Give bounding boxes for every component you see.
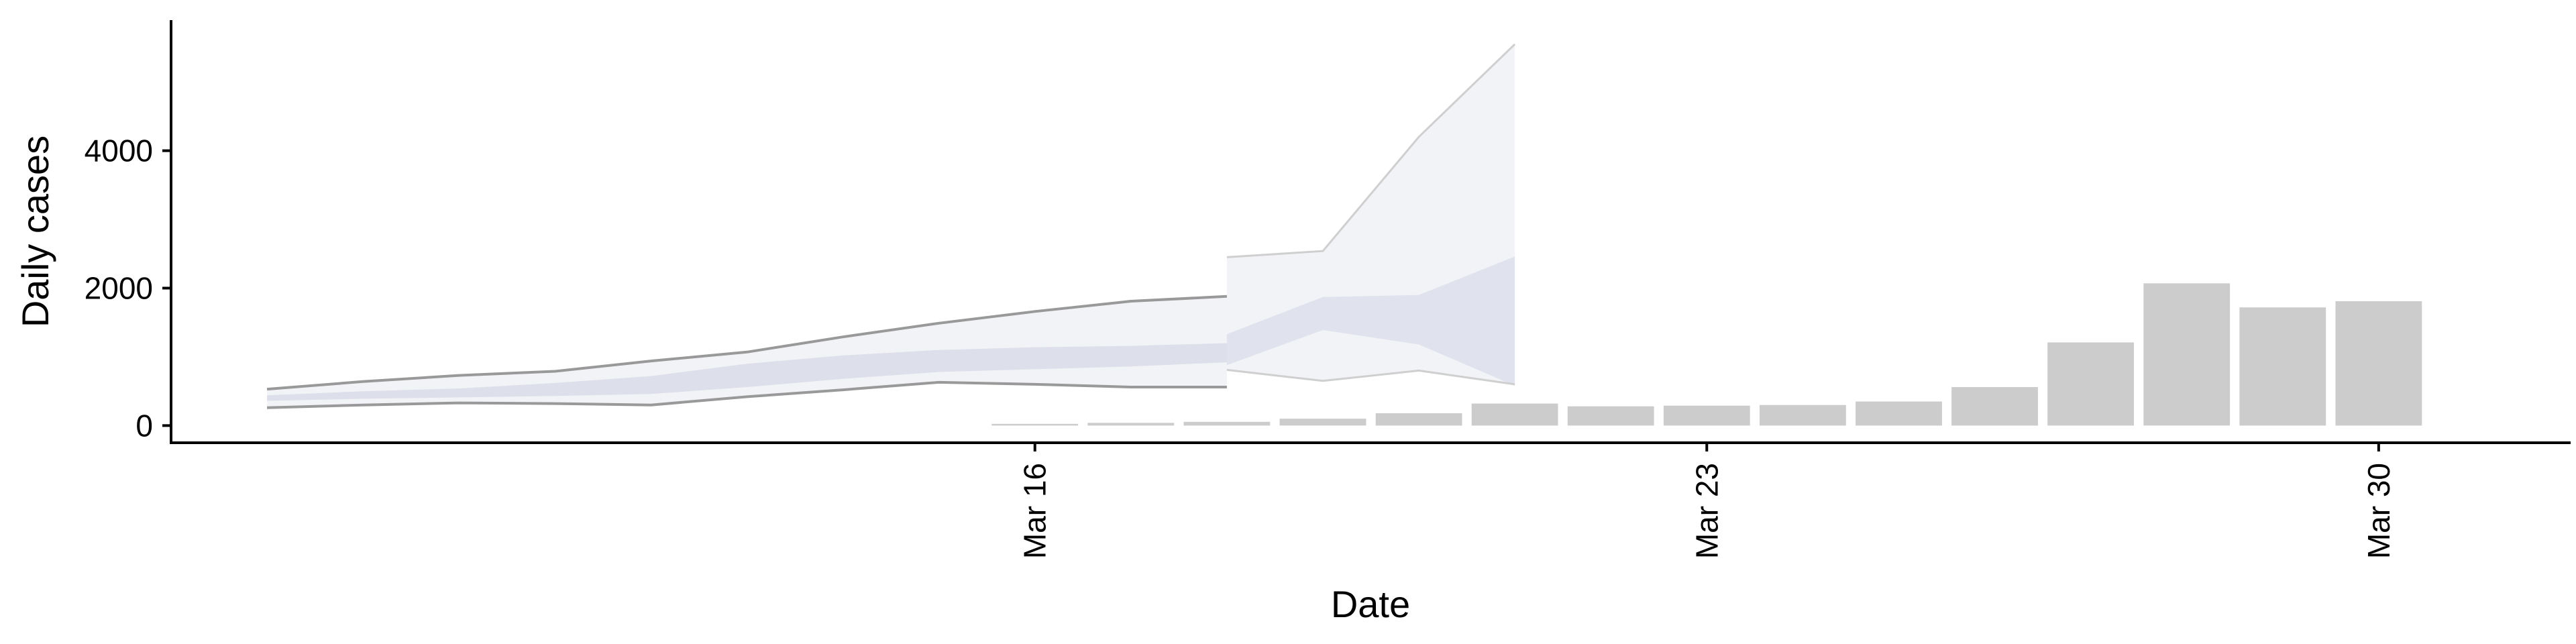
bar	[1856, 401, 1942, 426]
y-tick-label: 4000	[85, 133, 153, 168]
bar	[1087, 423, 1175, 426]
bar	[991, 423, 1079, 426]
forecast-bound-lines	[266, 43, 1516, 409]
x-tick-label: Mar 16	[1018, 463, 1053, 559]
x-axis-title: Date	[1331, 583, 1410, 625]
x-axis-ticks: Mar 16 Mar 23 Mar 30	[1018, 443, 2396, 559]
bar	[1951, 387, 2038, 426]
bar	[2047, 342, 2134, 426]
bar	[1375, 413, 1462, 426]
bar	[1567, 406, 1654, 426]
y-axis-title: Daily cases	[14, 136, 56, 327]
bar	[2143, 283, 2231, 426]
x-tick-label: Mar 30	[2361, 463, 2396, 559]
y-axis-ticks: 0 2000 4000	[85, 133, 171, 443]
inner-band-tail	[1226, 256, 1515, 386]
bar-series	[991, 283, 2422, 426]
lower-bound-line	[267, 380, 1227, 409]
bar	[2335, 301, 2422, 426]
y-tick-label: 2000	[85, 271, 153, 306]
bar	[1471, 403, 1558, 426]
bar	[1279, 419, 1366, 426]
y-tick-label: 0	[136, 408, 153, 443]
upper-bound-line	[266, 294, 1228, 391]
bar	[2239, 307, 2326, 426]
bar	[1183, 421, 1271, 426]
forecast-bands	[267, 44, 1515, 408]
lower-bound-line-tail	[1226, 368, 1515, 386]
inner-band	[267, 343, 1227, 401]
bar	[1663, 405, 1750, 426]
upper-bound-line-tail	[1226, 43, 1516, 258]
x-tick-label: Mar 23	[1689, 463, 1724, 559]
bar	[1760, 405, 1846, 426]
